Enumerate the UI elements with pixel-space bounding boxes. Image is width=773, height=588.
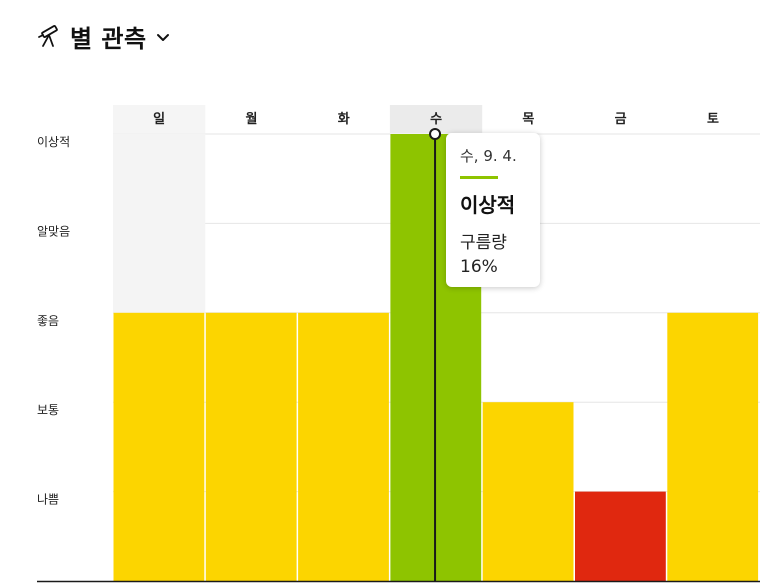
bar xyxy=(482,402,574,581)
column-bg xyxy=(113,134,206,313)
y-level-label: 알맞음 xyxy=(37,224,70,238)
telescope-icon xyxy=(38,25,58,47)
day-header-bg xyxy=(113,105,206,133)
tooltip-metric-label: 구름량 xyxy=(460,233,507,253)
tooltip-metric-value: 16% xyxy=(460,257,498,277)
bar xyxy=(667,312,759,581)
y-level-label: 나쁨 xyxy=(37,493,59,507)
y-level-label: 이상적 xyxy=(37,135,70,149)
day-label: 화 xyxy=(338,111,350,127)
day-label: 일 xyxy=(153,112,165,127)
bar xyxy=(113,312,205,581)
chart-header[interactable]: 별 관측 xyxy=(36,18,171,54)
bar xyxy=(205,312,297,581)
chevron-down-icon[interactable] xyxy=(155,29,171,45)
day-label: 금 xyxy=(615,112,627,127)
day-label: 목 xyxy=(522,112,534,127)
page-title: 별 관측 xyxy=(70,24,147,53)
bar xyxy=(575,491,666,581)
tooltip-rating: 이상적 xyxy=(460,193,516,217)
tooltip-date: 수, 9. 4. xyxy=(460,147,517,165)
day-label: 토 xyxy=(707,112,719,127)
day-tooltip: 수, 9. 4. 이상적 구름량 16% xyxy=(446,133,540,287)
y-level-label: 좋음 xyxy=(37,314,59,328)
bar xyxy=(298,312,389,581)
tooltip-color-line xyxy=(460,176,498,179)
selection-marker-dot xyxy=(429,128,442,140)
day-label: 수 xyxy=(430,112,442,127)
day-label: 월 xyxy=(245,111,257,127)
y-level-label: 보통 xyxy=(37,403,59,417)
